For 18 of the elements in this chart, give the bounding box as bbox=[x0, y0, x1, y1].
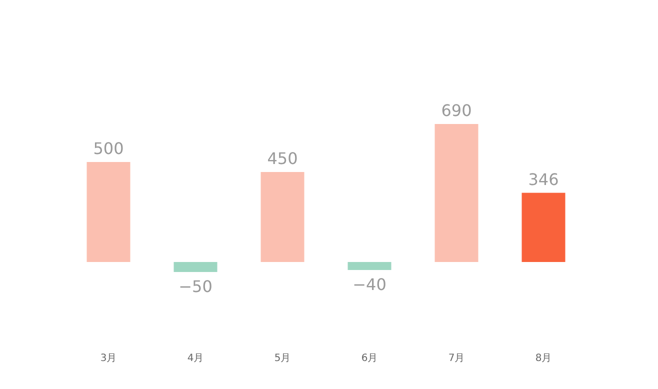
x-tick-label: 5月 bbox=[274, 353, 291, 364]
bar bbox=[348, 262, 392, 270]
data-label: −50 bbox=[178, 277, 212, 296]
data-label: 500 bbox=[93, 139, 124, 158]
x-tick-label: 7月 bbox=[448, 353, 465, 364]
bar bbox=[174, 262, 218, 272]
data-label: −40 bbox=[352, 275, 386, 294]
bar bbox=[434, 124, 478, 262]
x-tick-label: 6月 bbox=[361, 353, 378, 364]
bar bbox=[260, 172, 304, 262]
data-label: 690 bbox=[441, 101, 472, 120]
bar bbox=[86, 162, 130, 262]
bar bbox=[522, 192, 566, 262]
data-label: 346 bbox=[528, 170, 559, 189]
x-tick-label: 3月 bbox=[100, 353, 117, 364]
x-tick-label: 4月 bbox=[187, 353, 204, 364]
x-tick-label: 8月 bbox=[535, 353, 552, 364]
data-label: 450 bbox=[267, 149, 298, 168]
